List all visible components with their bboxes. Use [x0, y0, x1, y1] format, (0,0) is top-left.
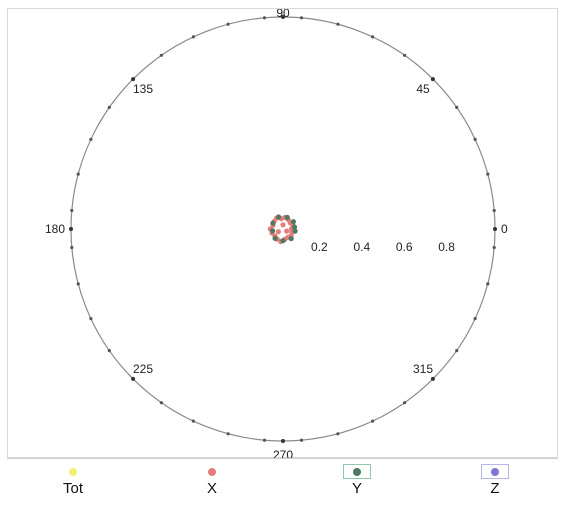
- ring-marker: [191, 35, 195, 39]
- angle-tick-label-0: 0: [501, 222, 508, 236]
- ring-marker: [107, 105, 111, 109]
- legend-marker-tot: [69, 467, 77, 476]
- ring-marker: [159, 53, 163, 57]
- data-point-y: [288, 236, 294, 242]
- ring-marker: [473, 137, 477, 141]
- angle-tick-mark: [69, 227, 73, 231]
- ring-marker: [336, 432, 340, 436]
- angle-tick-label-225: 225: [133, 362, 153, 376]
- legend-item-z[interactable]: Z: [465, 459, 525, 505]
- legend-marker-z: [491, 467, 499, 476]
- ring-markers: [70, 16, 496, 442]
- data-point-x: [280, 222, 286, 228]
- angle-tick-mark: [430, 376, 435, 381]
- ring-marker: [473, 317, 477, 321]
- legend-item-x[interactable]: X: [182, 459, 242, 505]
- angle-tick-mark: [281, 15, 285, 19]
- data-point-y: [276, 214, 282, 220]
- ring-marker: [226, 22, 230, 26]
- ring-marker: [299, 16, 304, 20]
- ring-marker: [76, 172, 80, 176]
- angle-tick-label-315: 315: [413, 362, 433, 376]
- radius-tick-label: 0.8: [438, 240, 455, 254]
- angle-tick-mark: [131, 77, 136, 82]
- legend-item-tot[interactable]: Tot: [43, 459, 103, 505]
- legend-label-y: Y: [351, 480, 362, 497]
- legend-swatch-tot: [59, 464, 87, 479]
- angle-tick-label-90: 90: [276, 9, 290, 20]
- ring-marker: [403, 53, 407, 57]
- legend: Tot X Y Z: [7, 458, 558, 505]
- data-point-y: [284, 214, 290, 220]
- ring-marker: [336, 22, 340, 26]
- ring-marker: [371, 35, 375, 39]
- data-points: [267, 214, 298, 245]
- angle-tick-mark: [281, 439, 285, 443]
- data-point-y: [290, 219, 297, 225]
- polar-outer-circle: [70, 16, 496, 442]
- legend-swatch-z: [481, 464, 509, 479]
- ring-marker: [70, 245, 74, 250]
- data-point-y: [270, 220, 276, 226]
- ring-marker: [455, 105, 459, 109]
- ring-marker: [70, 208, 74, 213]
- data-point-x: [284, 228, 290, 234]
- ring-marker: [486, 172, 490, 176]
- angle-tick-mark: [430, 77, 435, 82]
- angle-tick-mark: [131, 376, 136, 381]
- ring-marker: [371, 419, 375, 423]
- radius-tick-label: 0.4: [353, 240, 370, 254]
- angle-tick-mark: [493, 227, 497, 231]
- legend-marker-y: [353, 467, 361, 476]
- ring-marker: [76, 282, 80, 286]
- ring-marker: [89, 137, 93, 141]
- angle-tick-labels: 0 45 90 135 180 225 270 315: [45, 9, 508, 459]
- ring-marker: [492, 245, 496, 250]
- ring-marker: [226, 432, 230, 436]
- data-point-y: [272, 235, 278, 241]
- ring-marker: [455, 349, 459, 353]
- legend-label-z: Z: [490, 480, 500, 497]
- legend-swatch-y: [343, 464, 371, 479]
- ring-marker: [262, 16, 267, 20]
- ring-marker: [89, 317, 93, 321]
- legend-item-y[interactable]: Y: [327, 459, 387, 505]
- data-point-y: [292, 228, 298, 234]
- ring-marker: [262, 438, 267, 442]
- ring-marker: [299, 438, 304, 442]
- ring-marker: [403, 401, 407, 405]
- data-point-y: [280, 238, 286, 244]
- radius-tick-label: 0.2: [311, 240, 328, 254]
- data-point-x: [275, 229, 282, 235]
- legend-label-tot: Tot: [62, 480, 83, 497]
- ring-marker: [191, 419, 195, 423]
- data-point-y: [270, 228, 276, 234]
- legend-swatch-x: [198, 464, 226, 479]
- ring-marker: [492, 208, 496, 213]
- angle-tick-label-45: 45: [416, 82, 430, 96]
- polar-plot: 0 45 90 135 180 225 270 315 0.2 0.4 0.6 0.8: [45, 9, 508, 459]
- legend-marker-x: [208, 467, 216, 476]
- radius-tick-label: 0.6: [396, 240, 413, 254]
- ring-marker: [159, 401, 163, 405]
- radius-tick-labels: 0.2 0.4 0.6 0.8: [311, 240, 455, 254]
- legend-label-x: X: [206, 480, 217, 497]
- ring-marker: [486, 282, 490, 286]
- ring-marker: [107, 349, 111, 353]
- angle-tick-label-270: 270: [273, 448, 293, 459]
- plot-frame: 0 45 90 135 180 225 270 315 0.2 0.4 0.6 0.8: [7, 8, 558, 459]
- angle-tick-label-135: 135: [133, 82, 153, 96]
- angle-tick-label-180: 180: [45, 222, 65, 236]
